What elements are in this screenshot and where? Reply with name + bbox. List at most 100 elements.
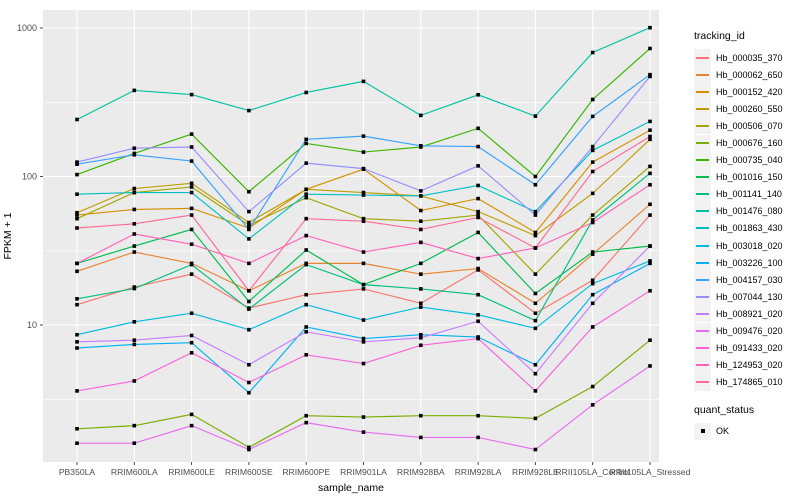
- legend-color-line: [696, 124, 709, 127]
- data-point-marker: [361, 193, 366, 197]
- data-point-marker: [533, 233, 538, 238]
- data-point-marker: [75, 389, 79, 393]
- legend-key-line-icon: [694, 185, 711, 203]
- data-point-marker: [361, 250, 366, 254]
- data-point-marker: [648, 261, 652, 266]
- legend-item-label: Hb_003018_020: [716, 240, 783, 251]
- quant-status-label: OK: [716, 426, 730, 437]
- data-point-marker: [590, 278, 595, 283]
- legend-item-label: Hb_003226_100: [716, 257, 783, 268]
- data-point-marker: [247, 362, 251, 367]
- x-tick-label: RRIM928BA: [397, 467, 445, 477]
- data-point-marker: [648, 164, 652, 169]
- data-point-marker: [419, 332, 423, 337]
- data-point-marker: [419, 194, 423, 198]
- data-point-marker: [304, 248, 308, 252]
- data-point-marker: [132, 338, 137, 343]
- legend-item: Hb_008921_020: [694, 305, 800, 323]
- legend-item-label: Hb_001863_430: [716, 223, 783, 234]
- data-point-marker: [361, 261, 366, 266]
- data-point-marker: [304, 233, 308, 238]
- data-point-marker: [419, 227, 423, 232]
- data-point-marker: [476, 183, 480, 188]
- data-point-marker: [247, 261, 251, 266]
- data-point-marker: [247, 108, 251, 113]
- legend-item-label: Hb_000676_160: [716, 138, 783, 149]
- x-tick-label: RRII105LA_Stressed: [610, 467, 691, 477]
- legend-item-label: Hb_001016_150: [716, 172, 783, 183]
- legend-item: Hb_001476_080: [694, 202, 800, 220]
- data-point-marker: [304, 141, 308, 146]
- data-point-marker: [304, 187, 308, 192]
- data-point-marker: [189, 132, 194, 136]
- data-point-marker: [75, 226, 79, 230]
- data-point-marker: [247, 220, 251, 225]
- y-tick-label: 1000: [17, 23, 37, 33]
- data-point-marker: [75, 302, 79, 307]
- data-point-marker: [590, 213, 595, 217]
- legend-item: Hb_124953_020: [694, 356, 800, 374]
- data-point-marker: [132, 146, 137, 151]
- data-point-marker: [189, 227, 194, 232]
- data-point-marker: [247, 288, 251, 293]
- data-point-marker: [132, 190, 137, 195]
- data-point-marker: [476, 256, 480, 261]
- data-point-marker: [132, 207, 137, 212]
- data-point-marker: [419, 240, 423, 245]
- legend-item-label: Hb_008921_020: [716, 308, 783, 319]
- data-point-marker: [419, 343, 423, 348]
- legend-color-line: [696, 381, 709, 384]
- data-point-marker: [419, 335, 423, 340]
- data-point-marker: [247, 447, 251, 452]
- data-point-marker: [189, 185, 194, 189]
- legend-color-line: [696, 330, 709, 333]
- data-point-marker: [476, 209, 480, 214]
- legend-item-label: Hb_004157_030: [716, 274, 783, 285]
- data-point-marker: [75, 340, 79, 344]
- legend: tracking_id Hb_000035_370 Hb_000062_650 Hb…: [694, 30, 800, 440]
- data-point-marker: [648, 74, 652, 79]
- legend-color-line: [696, 73, 709, 76]
- x-tick-label: RRIM600SE: [225, 467, 273, 477]
- legend-item-label: Hb_000260_550: [716, 103, 783, 114]
- data-point-marker: [247, 223, 251, 227]
- data-point-marker: [132, 244, 137, 248]
- data-point-marker: [476, 435, 480, 440]
- legend-item: Hb_000062_650: [694, 66, 800, 84]
- data-point-marker: [533, 311, 538, 316]
- legend-item-label: Hb_124953_020: [716, 360, 783, 371]
- legend-item: Hb_003226_100: [694, 254, 800, 272]
- legend-key-line-icon: [694, 134, 711, 152]
- data-point-marker: [75, 192, 79, 196]
- data-point-marker: [590, 114, 595, 119]
- x-tick-label: RRIM600PE: [282, 467, 330, 477]
- data-point-marker: [590, 169, 595, 174]
- data-point-marker: [419, 143, 423, 148]
- data-point-marker: [419, 287, 423, 291]
- data-point-marker: [533, 362, 538, 367]
- legend-color-line: [696, 227, 709, 230]
- data-point-marker: [476, 215, 480, 220]
- data-point-marker: [132, 250, 137, 254]
- legend-item-label: Hb_009476_020: [716, 326, 783, 337]
- data-point-marker: [590, 191, 595, 196]
- legend-key-line-icon: [694, 322, 711, 340]
- x-tick-label: RRIM600LE: [168, 467, 215, 477]
- data-point-marker: [304, 352, 308, 357]
- data-point-marker: [361, 318, 366, 322]
- data-point-marker: [590, 50, 595, 55]
- data-point-marker: [590, 252, 595, 256]
- data-point-marker: [189, 412, 194, 417]
- legend-key-line-icon: [694, 237, 711, 255]
- legend-color-line: [696, 193, 709, 196]
- data-point-marker: [648, 244, 652, 248]
- data-point-marker: [132, 186, 137, 191]
- data-point-marker: [75, 160, 79, 164]
- legend-color-line: [696, 261, 709, 264]
- data-point-marker: [648, 202, 652, 207]
- data-point-marker: [247, 380, 251, 385]
- data-point-marker: [304, 420, 308, 425]
- legend-color-line: [696, 107, 709, 110]
- data-point-marker: [361, 79, 366, 84]
- y-tick-label: 100: [22, 172, 37, 182]
